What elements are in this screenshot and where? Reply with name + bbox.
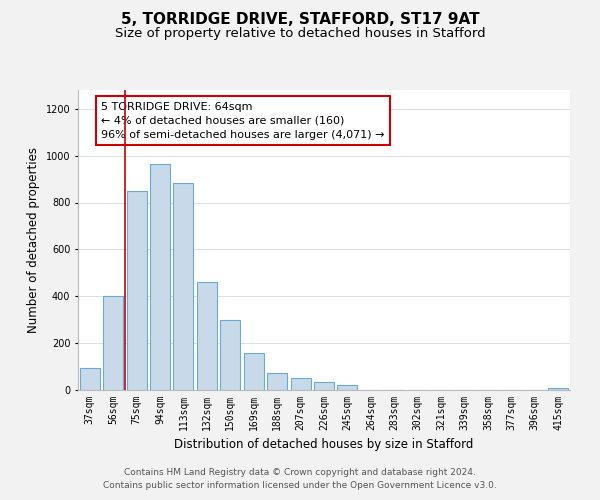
Bar	[314, 382, 334, 390]
Y-axis label: Number of detached properties: Number of detached properties	[27, 147, 40, 333]
Bar	[220, 320, 240, 390]
Bar	[548, 388, 568, 390]
Bar	[244, 352, 263, 390]
Text: 5 TORRIDGE DRIVE: 64sqm
← 4% of detached houses are smaller (160)
96% of semi-de: 5 TORRIDGE DRIVE: 64sqm ← 4% of detached…	[101, 102, 385, 140]
Bar	[103, 296, 123, 390]
Bar	[80, 368, 100, 390]
Text: Contains public sector information licensed under the Open Government Licence v3: Contains public sector information licen…	[103, 482, 497, 490]
Bar	[337, 386, 358, 390]
Bar	[127, 191, 146, 390]
Text: Contains HM Land Registry data © Crown copyright and database right 2024.: Contains HM Land Registry data © Crown c…	[124, 468, 476, 477]
Bar	[173, 182, 193, 390]
Bar	[290, 378, 311, 390]
Text: Size of property relative to detached houses in Stafford: Size of property relative to detached ho…	[115, 28, 485, 40]
Bar	[197, 282, 217, 390]
X-axis label: Distribution of detached houses by size in Stafford: Distribution of detached houses by size …	[175, 438, 473, 452]
Bar	[267, 373, 287, 390]
Text: 5, TORRIDGE DRIVE, STAFFORD, ST17 9AT: 5, TORRIDGE DRIVE, STAFFORD, ST17 9AT	[121, 12, 479, 28]
Bar	[150, 164, 170, 390]
